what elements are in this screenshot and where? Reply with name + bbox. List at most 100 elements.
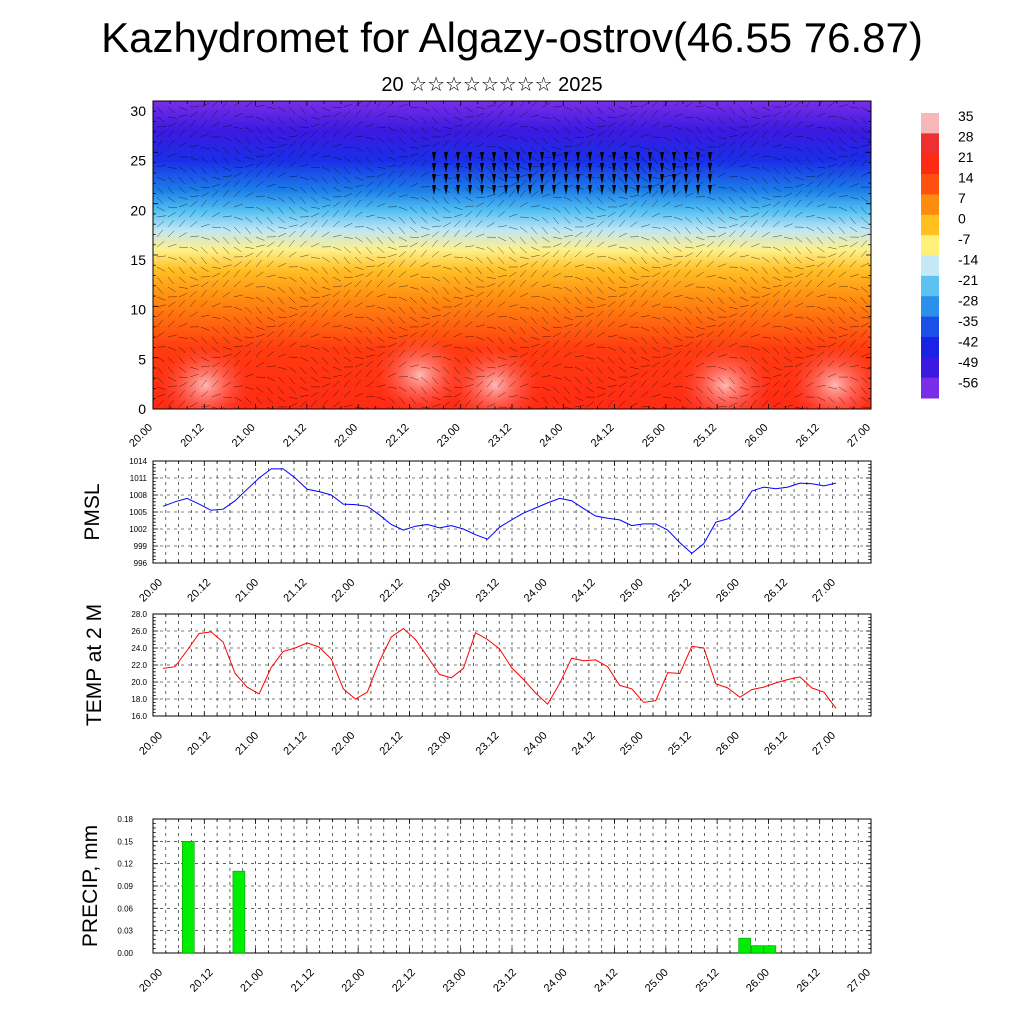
y-tick-label: 0.06 (117, 904, 133, 913)
y-tick-label: 22.0 (131, 661, 147, 670)
y-axis-label: TEMP at 2 M (83, 604, 106, 726)
heat-x-tick-label: 25.12 (691, 422, 719, 450)
warm-core (375, 335, 465, 409)
pmsl-x-tick-label: 22.12 (378, 577, 406, 605)
precip-x-tick-label: 26.12 (795, 967, 823, 995)
pmsl-x-tick-label: 21.12 (281, 577, 309, 605)
tick-marks (152, 818, 872, 954)
y-tick-label: 30 (130, 103, 146, 119)
temp-2m-x-tick-label: 24.12 (570, 730, 598, 758)
heat-x-tick-label: 20.00 (127, 422, 155, 450)
heat-x-tick-label: 23.12 (486, 422, 514, 450)
temp-2m-x-tick-label: 23.00 (426, 730, 454, 758)
y-tick-label: 26.0 (131, 627, 147, 636)
y-tick-label: 25 (130, 153, 146, 169)
colorbar-label: 21 (958, 149, 974, 165)
colorbar-bin (921, 214, 939, 236)
warm-core (450, 345, 540, 409)
pmsl-panel: 996 999 1002 1005 1008 1011 1014 PMSL 20.00 20.12… (81, 457, 872, 605)
warm-core (160, 345, 250, 409)
precip-bar (182, 841, 195, 954)
y-tick-label: 10 (130, 302, 146, 318)
y-tick-label: 0 (138, 401, 146, 417)
colorbar-label: 28 (958, 129, 974, 145)
temp-2m-x-tick-label: 25.00 (618, 730, 646, 758)
heat-x-tick-label: 27.00 (845, 422, 873, 450)
precip-x-tick-label: 25.12 (693, 967, 721, 995)
y-tick-label: 0.12 (117, 860, 133, 869)
y-tick-label: 1011 (130, 474, 148, 483)
colorbar-bin (921, 235, 939, 256)
temp-2m-x-tick-label: 23.12 (474, 730, 502, 758)
colorbar-label: -42 (958, 334, 978, 350)
grid-lines (153, 614, 871, 716)
cross-section-panel: 0 5 10 15 20 25 30 20.00 20.12 21.00 21.12 22.00 22.… (127, 100, 873, 450)
heat-x-tick-label: 23.00 (435, 422, 463, 450)
colorbar-label: 14 (958, 170, 974, 186)
pmsl-x-tick-label: 20.00 (137, 577, 165, 605)
precip-x-tick-label: 25.00 (643, 967, 671, 995)
heat-x-tick-label: 22.00 (332, 422, 360, 450)
temp-2m-line (162, 627, 837, 709)
pmsl-x-tick-label: 24.12 (570, 577, 598, 605)
y-tick-label: 0.15 (117, 837, 133, 846)
temp-2m-x-tick-label: 26.00 (714, 730, 742, 758)
y-axis-label: PMSL (81, 483, 104, 540)
y-tick-label: 0.00 (117, 949, 133, 958)
pmsl-x-tick-label: 23.12 (474, 577, 502, 605)
pmsl-x-tick-label: 26.12 (762, 577, 790, 605)
colorbar-bin (921, 153, 939, 175)
y-tick-label: 16.0 (131, 712, 147, 721)
y-tick-label: 0.03 (117, 927, 133, 936)
pmsl-line (162, 468, 837, 555)
tick-marks (152, 460, 872, 564)
heat-x-tick-label: 21.12 (281, 422, 309, 450)
precip-x-tick-label: 27.00 (845, 967, 873, 995)
y-tick-label: 24.0 (131, 644, 147, 653)
colorbar-bin (921, 174, 939, 195)
heat-x-tick-label: 20.12 (178, 422, 206, 450)
precip-x-tick-label: 26.00 (744, 967, 772, 995)
y-tick-label: 999 (134, 542, 148, 551)
pmsl-x-tick-label: 26.00 (714, 577, 742, 605)
wind-barbs (156, 101, 871, 409)
temp-2m-x-tick-label: 22.12 (378, 730, 406, 758)
y-tick-label: 1005 (129, 508, 147, 517)
temp-panel: 16.0 18.0 20.0 22.0 24.0 26.0 28.0 TEMP at 2 M 2… (83, 604, 872, 758)
pmsl-x-tick-label: 20.12 (185, 577, 213, 605)
precip-x-tick-label: 22.00 (339, 967, 367, 995)
temp-2m-x-tick-label: 27.00 (810, 730, 838, 758)
colorbar-label: 7 (958, 190, 966, 206)
precip-bar (738, 937, 751, 954)
colorbar-label: -49 (958, 354, 978, 370)
colorbar-label: 35 (958, 108, 974, 124)
y-tick-label: 1008 (129, 491, 147, 500)
temp-2m-x-tick-label: 22.00 (329, 730, 357, 758)
heat-x-tick-label: 26.12 (794, 422, 822, 450)
y-tick-label: 0.18 (117, 815, 133, 824)
precip-panel: 0.00 0.03 0.06 0.09 0.12 0.15 0.18 PRECIP, mm 20… (79, 815, 873, 995)
temp-2m-x-tick-label: 21.00 (233, 730, 261, 758)
pmsl-x-tick-label: 23.00 (426, 577, 454, 605)
colorbar-label: -35 (958, 313, 978, 329)
colorbar-label: -7 (958, 231, 971, 247)
y-tick-label: 5 (138, 351, 146, 367)
pmsl-x-tick-label: 22.00 (329, 577, 357, 605)
y-axis-label: PRECIP, mm (79, 825, 102, 947)
y-tick-label: 18.0 (131, 695, 147, 704)
precip-bar (763, 945, 777, 954)
pmsl-x-tick-label: 24.00 (522, 577, 550, 605)
pmsl-x-tick-label: 21.00 (233, 577, 261, 605)
y-tick-label: 15 (130, 252, 146, 268)
precip-x-tick-label: 24.12 (592, 967, 620, 995)
temp-2m-x-tick-label: 20.12 (185, 730, 213, 758)
colorbar-bin (921, 275, 939, 297)
precip-x-tick-label: 22.12 (390, 967, 418, 995)
heat-x-tick-label: 24.12 (589, 422, 617, 450)
colorbar-bin (921, 377, 939, 399)
y-tick-label: 1014 (129, 457, 147, 466)
heat-x-tick-label: 21.00 (230, 422, 258, 450)
colorbar-bin (921, 255, 939, 277)
y-tick-label: 0.09 (117, 882, 133, 891)
